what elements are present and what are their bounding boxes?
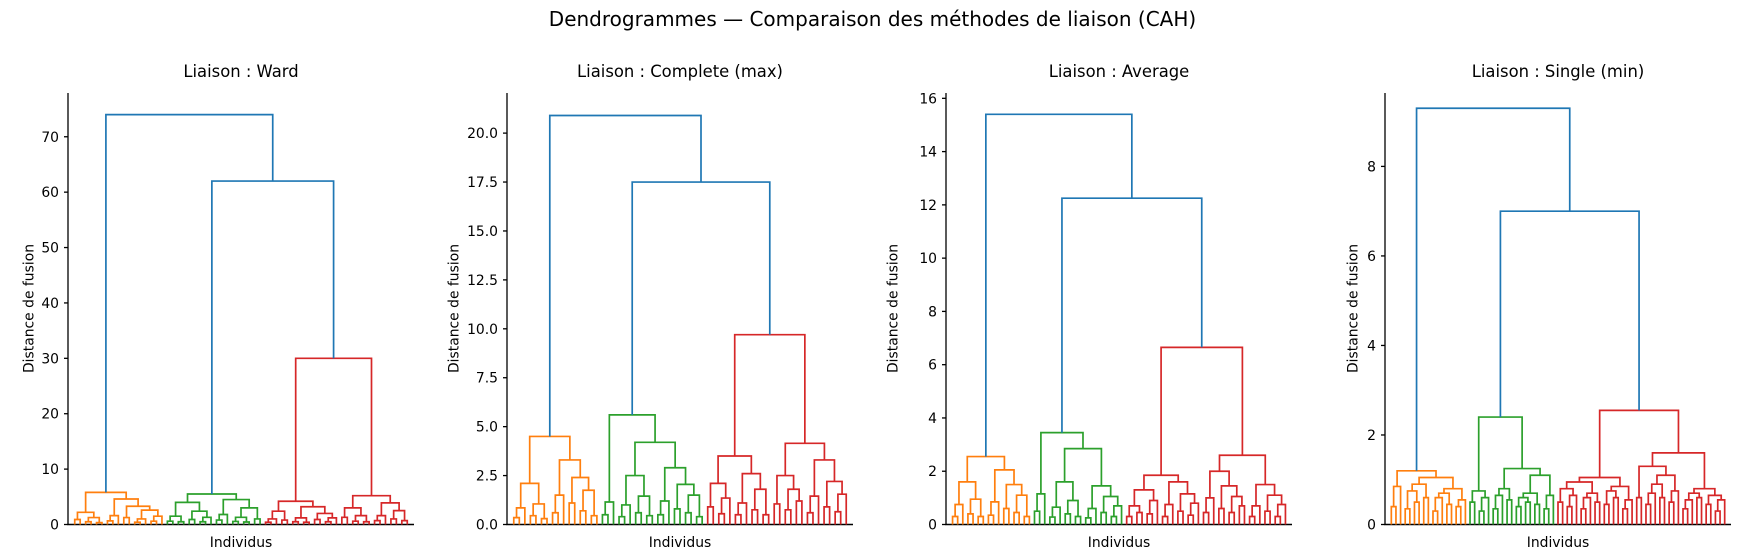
svg-text:0: 0 [1367,518,1376,534]
subplot-title-ward: Liaison : Ward [183,62,299,81]
svg-text:2.5: 2.5 [476,469,498,485]
svg-text:6: 6 [1367,249,1376,265]
svg-text:12: 12 [919,198,937,214]
svg-text:8: 8 [928,304,937,320]
subplot-title-complete: Liaison : Complete (max) [577,62,783,81]
svg-text:4: 4 [928,411,937,427]
svg-text:10: 10 [41,462,59,478]
svg-text:0: 0 [928,518,937,534]
x-axis-label-ward: Individus [209,535,273,551]
svg-text:70: 70 [41,130,59,146]
svg-text:0.0: 0.0 [476,518,498,534]
dendrogram-canvas-average: 0 2 4 6 8 10 12 14 16 [919,91,1292,534]
svg-text:10: 10 [919,251,937,267]
subplot-title-single: Liaison : Single (min) [1471,62,1645,81]
x-axis-label-complete: Individus [648,535,712,551]
svg-text:40: 40 [41,296,59,312]
dendrogram-canvas-ward: 0 10 20 30 40 50 60 70 [41,93,414,534]
dendrogram-canvas-complete: 0.0 2.5 5.0 7.5 10.0 12.5 15.0 17.5 20.0 [467,93,853,534]
dendrogram-canvas-single: 0 2 4 6 8 [1367,93,1731,534]
svg-text:0: 0 [50,518,59,534]
svg-text:10.0: 10.0 [467,322,498,338]
svg-text:4: 4 [1367,338,1376,354]
svg-text:12.5: 12.5 [467,273,498,289]
svg-text:8: 8 [1367,159,1376,175]
svg-text:2: 2 [1367,428,1376,444]
x-axis-label-average: Individus [1087,535,1151,551]
svg-text:15.0: 15.0 [467,224,498,240]
subplot-title-average: Liaison : Average [1048,62,1190,81]
svg-text:20: 20 [41,407,59,423]
svg-text:50: 50 [41,241,59,257]
svg-text:14: 14 [919,145,937,161]
figure-title: Dendrogrammes — Comparaison des méthodes… [548,7,1197,31]
svg-text:20.0: 20.0 [467,126,498,142]
x-axis-label-single: Individus [1526,535,1590,551]
svg-text:2: 2 [928,464,937,480]
svg-text:6: 6 [928,358,937,374]
svg-text:30: 30 [41,351,59,367]
svg-text:17.5: 17.5 [467,175,498,191]
svg-text:5.0: 5.0 [476,420,498,436]
svg-text:60: 60 [41,185,59,201]
svg-text:7.5: 7.5 [476,371,498,387]
svg-text:16: 16 [919,91,937,107]
